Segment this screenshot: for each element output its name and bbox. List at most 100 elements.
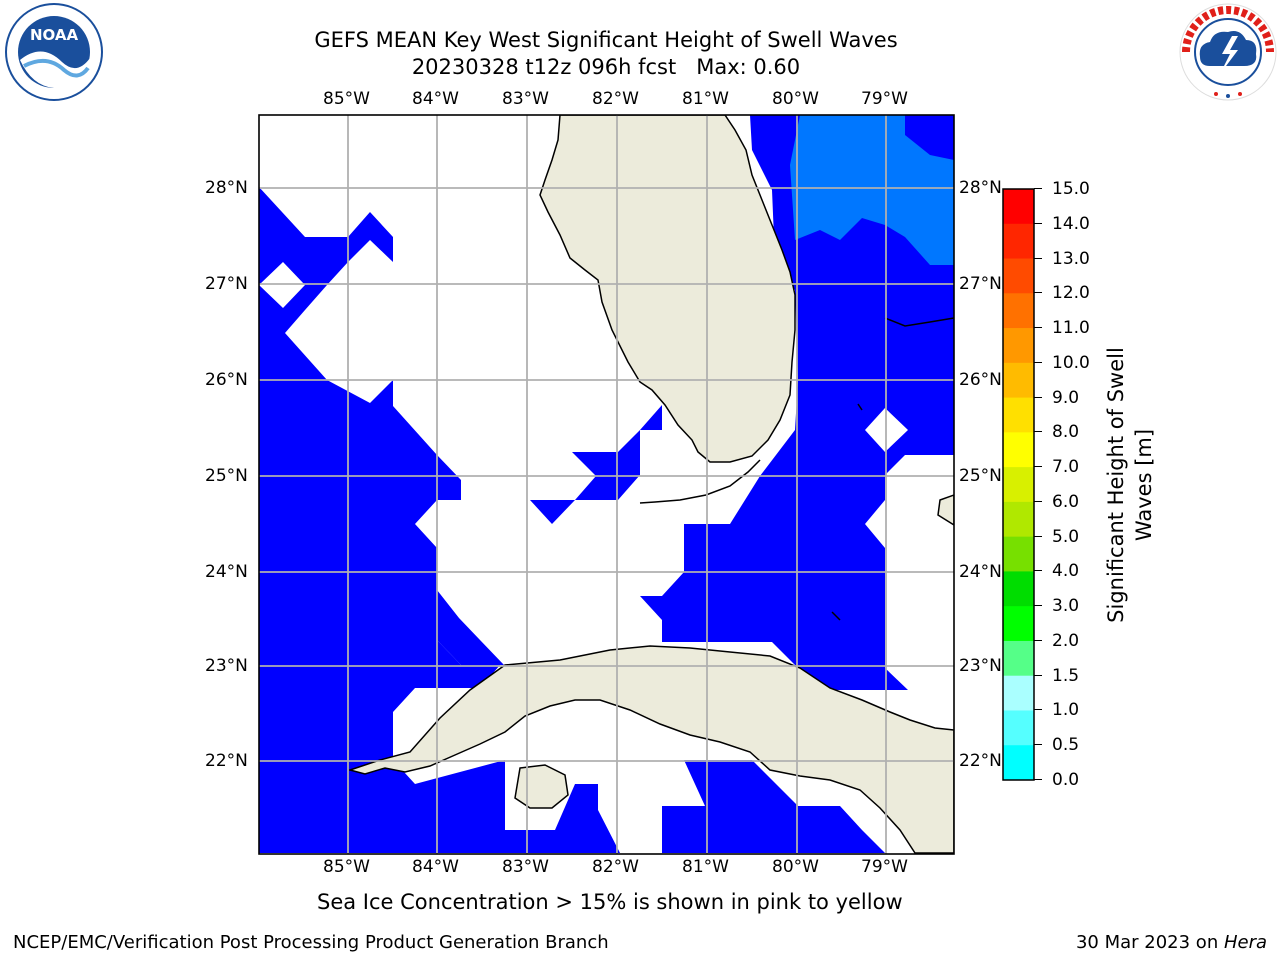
colorbar-tick-label: 9.0 xyxy=(1052,387,1080,408)
lat-label-left: 23°N xyxy=(205,656,248,676)
colorbar-tick-label: 15.0 xyxy=(1052,179,1090,199)
lon-label-bottom: 85°W xyxy=(323,857,370,877)
lat-label-right: 27°N xyxy=(959,274,1002,294)
colorbar-segment xyxy=(1003,362,1034,399)
colorbar-segment xyxy=(1003,571,1034,607)
lon-label-top: 82°W xyxy=(592,89,639,109)
colorbar xyxy=(1002,188,1035,781)
land-florida-keys xyxy=(639,459,761,504)
map-frame xyxy=(258,114,955,855)
colorbar-segment xyxy=(1003,501,1034,538)
colorbar-segment xyxy=(1003,745,1034,781)
sea-ice-note: Sea Ice Concentration > 15% is shown in … xyxy=(317,890,903,914)
noaa-logo-text: NOAA xyxy=(30,26,79,44)
colorbar-segment xyxy=(1003,606,1034,642)
colorbar-tick-label: 3.0 xyxy=(1052,596,1080,617)
lon-label-top: 85°W xyxy=(323,89,370,109)
lon-label-bottom: 84°W xyxy=(412,857,459,877)
colorbar-tick-mark xyxy=(1034,605,1042,607)
colorbar-tick-mark xyxy=(1034,639,1042,641)
lon-label-bottom: 82°W xyxy=(592,857,639,877)
colorbar-tick-label: 2.0 xyxy=(1052,630,1080,651)
swell-field-atlantic-light-notch xyxy=(905,115,954,160)
lat-label-left: 28°N xyxy=(205,178,248,198)
colorbar-tick-mark xyxy=(1034,500,1042,502)
lat-label-left: 24°N xyxy=(205,562,248,582)
footer-date-text: 30 Mar 2023 on xyxy=(1075,932,1224,953)
colorbar-tick-mark xyxy=(1034,535,1042,537)
lat-label-right: 26°N xyxy=(959,370,1002,390)
colorbar-tick-label: 13.0 xyxy=(1052,248,1090,269)
colorbar-tick-label: 1.0 xyxy=(1052,700,1080,721)
colorbar-tick-mark xyxy=(1034,222,1042,224)
lat-label-left: 27°N xyxy=(205,274,248,294)
colorbar-tick-mark xyxy=(1034,396,1042,398)
colorbar-tick-label: 7.0 xyxy=(1052,457,1080,478)
lat-label-left: 22°N xyxy=(205,751,248,771)
lat-label-right: 28°N xyxy=(959,178,1002,198)
colorbar-segment xyxy=(1003,223,1034,260)
land-grand-bahama xyxy=(884,317,954,327)
land-andros xyxy=(937,494,954,526)
colorbar-tick-label: 6.0 xyxy=(1052,491,1080,512)
lon-label-bottom: 79°W xyxy=(861,857,908,877)
swell-field-south-cuba xyxy=(662,760,885,853)
swell-field-florida-bay xyxy=(530,430,640,524)
swell-field-straits-east xyxy=(640,405,662,430)
colorbar-segment xyxy=(1003,189,1034,225)
map-plot-area xyxy=(259,115,954,854)
chart-subtitle: 20230328 t12z 096h fcst Max: 0.60 xyxy=(411,55,801,79)
lon-label-top: 81°W xyxy=(682,89,729,109)
land-isla-juventud xyxy=(514,764,569,809)
land-islet-2 xyxy=(857,403,863,411)
colorbar-tick-label: 14.0 xyxy=(1052,213,1090,234)
land-florida xyxy=(539,115,796,463)
colorbar-tick-mark xyxy=(1034,257,1042,259)
colorbar-tick-label: 12.0 xyxy=(1052,283,1090,304)
colorbar-tick-label: 10.0 xyxy=(1052,352,1090,373)
colorbar-tick-mark xyxy=(1034,361,1042,363)
colorbar-tick-label: 0.5 xyxy=(1052,735,1080,756)
colorbar-tick-mark xyxy=(1034,188,1042,189)
colorbar-tick-label: 0.0 xyxy=(1052,770,1080,790)
swell-field-atlantic-light xyxy=(790,115,954,265)
colorbar-tick-mark xyxy=(1034,570,1042,572)
colorbar-tick-mark xyxy=(1034,674,1042,676)
colorbar-tick-label: 8.0 xyxy=(1052,422,1080,443)
nws-logo xyxy=(1176,2,1280,102)
footer-credit: NCEP/EMC/Verification Post Processing Pr… xyxy=(13,932,609,953)
lon-label-top: 79°W xyxy=(861,89,908,109)
swell-field-west-islet xyxy=(348,212,393,262)
colorbar-segment xyxy=(1003,432,1034,468)
colorbar-tick-label: 11.0 xyxy=(1052,318,1090,339)
swell-field-west-main xyxy=(259,187,620,853)
colorbar-tick-mark xyxy=(1034,431,1042,433)
graticule xyxy=(259,115,954,854)
noaa-logo: NOAA xyxy=(2,2,106,102)
lon-label-top: 80°W xyxy=(772,89,819,109)
colorbar-segment xyxy=(1003,397,1034,433)
colorbar-label-line1: Significant Height of Swell xyxy=(1104,347,1128,623)
colorbar-segment xyxy=(1003,293,1034,329)
lon-label-top: 83°W xyxy=(502,89,549,109)
colorbar-segment xyxy=(1003,640,1034,677)
colorbar-segment xyxy=(1003,710,1034,746)
lat-label-right: 25°N xyxy=(959,466,1002,486)
lon-label-bottom: 80°W xyxy=(772,857,819,877)
lat-label-right: 24°N xyxy=(959,562,1002,582)
land-islet-1 xyxy=(831,611,841,621)
colorbar-segment xyxy=(1003,328,1034,364)
chart-title: GEFS MEAN Key West Significant Height of… xyxy=(314,28,898,52)
lon-label-top: 84°W xyxy=(412,89,459,109)
lat-label-right: 22°N xyxy=(959,751,1002,771)
colorbar-tick-mark xyxy=(1034,466,1042,468)
lat-label-left: 26°N xyxy=(205,370,248,390)
colorbar-tick-mark xyxy=(1034,744,1042,746)
lat-label-right: 23°N xyxy=(959,656,1002,676)
lon-label-bottom: 83°W xyxy=(502,857,549,877)
footer-date: 30 Mar 2023 on Hera xyxy=(1076,932,1267,953)
colorbar-segment xyxy=(1003,536,1034,572)
colorbar-segment xyxy=(1003,258,1034,294)
colorbar-tick-mark xyxy=(1034,709,1042,711)
